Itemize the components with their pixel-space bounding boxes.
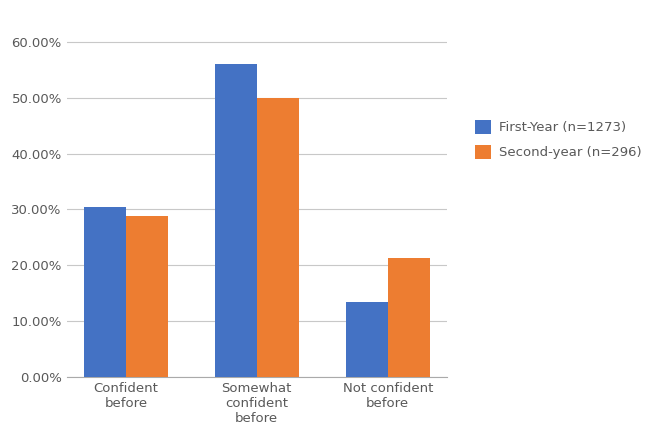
Bar bbox=[257, 98, 299, 377]
Bar bbox=[126, 217, 168, 377]
Legend: First-Year (n=1273), Second-year (n=296): First-Year (n=1273), Second-year (n=296) bbox=[469, 113, 648, 166]
Bar bbox=[346, 302, 388, 377]
Bar bbox=[215, 64, 257, 377]
Bar bbox=[84, 207, 126, 377]
Bar bbox=[388, 258, 430, 377]
